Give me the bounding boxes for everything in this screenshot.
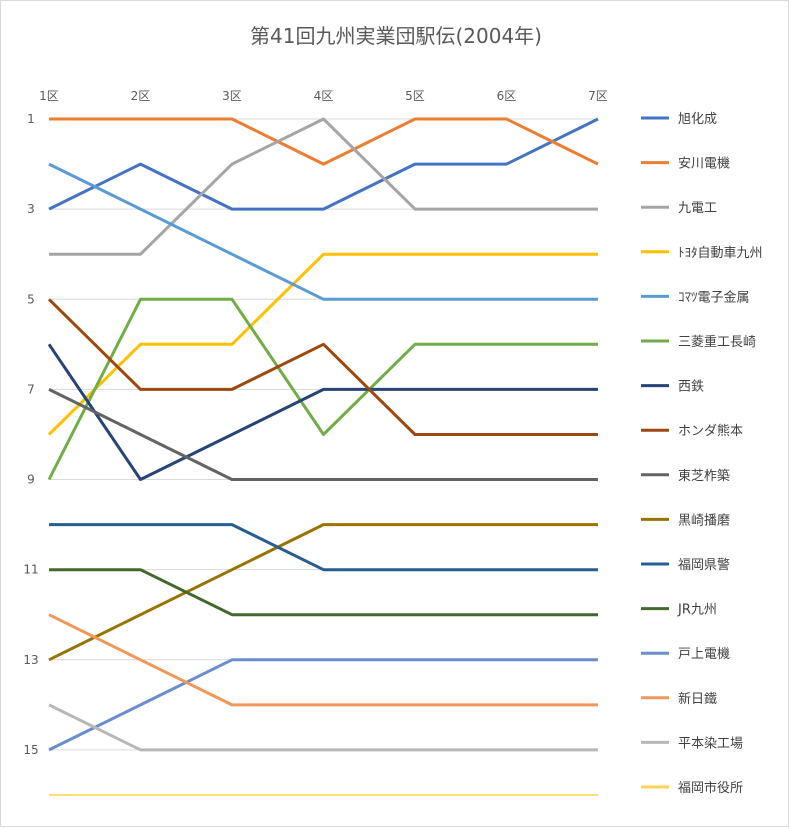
x-tick-label: 3区 xyxy=(222,89,242,103)
legend-label: 三菱重工長崎 xyxy=(678,334,756,350)
series-line-5 xyxy=(48,162,598,301)
series-line-12 xyxy=(49,568,598,617)
legend-label: ﾄﾖﾀ自動車九州 xyxy=(678,246,763,261)
legend-item: 黒崎播磨 xyxy=(641,513,730,528)
y-tick-label: 9 xyxy=(27,473,35,487)
series-line-1 xyxy=(48,117,599,211)
series-line-3 xyxy=(49,117,598,256)
chart-title: 第41回九州実業団駅伝(2004年) xyxy=(250,24,542,48)
y-tick-label: 5 xyxy=(27,292,35,306)
y-tick-label: 7 xyxy=(27,382,35,396)
legend-item: 旭化成 xyxy=(641,112,717,127)
series-line-2 xyxy=(49,117,599,166)
legend-label: ホンダ熊本 xyxy=(678,423,743,439)
legend-item: ｺﾏﾂ電子金属 xyxy=(641,289,750,305)
series-line-13 xyxy=(48,658,598,752)
legend-label: 平本染工場 xyxy=(678,736,743,751)
series-line-10 xyxy=(48,523,598,662)
series-line-14 xyxy=(48,613,598,707)
series-line-8 xyxy=(47,298,598,436)
legend-label: 東芝柞築 xyxy=(678,468,730,484)
series-line-15 xyxy=(48,703,598,752)
x-tick-label: 2区 xyxy=(131,89,151,103)
legend-item: ﾄﾖﾀ自動車九州 xyxy=(641,246,763,261)
series-line-6 xyxy=(47,297,598,481)
x-tick-label: 1区 xyxy=(39,89,59,103)
y-tick-label: 15 xyxy=(23,743,38,757)
legend-item: 三菱重工長崎 xyxy=(641,334,756,350)
legend-item: 東芝柞築 xyxy=(641,468,730,484)
series-line-11 xyxy=(49,523,598,572)
x-tick-label: 5区 xyxy=(405,89,425,103)
legend-item: 戸上電機 xyxy=(641,647,730,662)
series-line-7 xyxy=(47,343,598,481)
legend-label: ｺﾏﾂ電子金属 xyxy=(678,289,750,305)
x-axis-tick-labels: 1区 2区 3区 4区 5区 6区 7区 xyxy=(39,89,608,103)
legend-item: 福岡県警 xyxy=(641,557,730,573)
legend-item: 安川電機 xyxy=(641,157,730,172)
series-lines xyxy=(47,117,599,796)
legend-item: 新日鐵 xyxy=(641,691,717,707)
y-tick-label: 1 xyxy=(27,112,35,126)
y-tick-label: 11 xyxy=(23,563,38,577)
x-tick-label: 6区 xyxy=(497,89,517,103)
series-line-4 xyxy=(47,252,598,436)
legend-item: ホンダ熊本 xyxy=(641,423,743,439)
legend-label: JR九州 xyxy=(677,603,717,618)
legend-label: 福岡県警 xyxy=(678,557,730,573)
legend-label: 九電工 xyxy=(678,201,717,216)
x-tick-label: 7区 xyxy=(588,89,608,103)
legend-item: 福岡市役所 xyxy=(641,780,743,796)
legend-item: 平本染工場 xyxy=(641,736,743,751)
y-tick-label: 13 xyxy=(23,653,38,667)
legend-label: 旭化成 xyxy=(678,112,717,127)
legend-item: 九電工 xyxy=(641,201,717,216)
legend-label: 新日鐵 xyxy=(678,691,717,707)
x-tick-label: 4区 xyxy=(314,89,334,103)
series-line-9 xyxy=(48,388,598,481)
legend-label: 戸上電機 xyxy=(678,647,730,662)
legend-label: 福岡市役所 xyxy=(678,780,743,796)
legend-label: 黒崎播磨 xyxy=(678,513,730,528)
legend-item: JR九州 xyxy=(641,603,717,618)
legend-label: 西鉄 xyxy=(678,380,704,395)
y-tick-label: 3 xyxy=(27,202,35,216)
legend-label: 安川電機 xyxy=(678,157,730,172)
legend-item: 西鉄 xyxy=(641,380,704,395)
